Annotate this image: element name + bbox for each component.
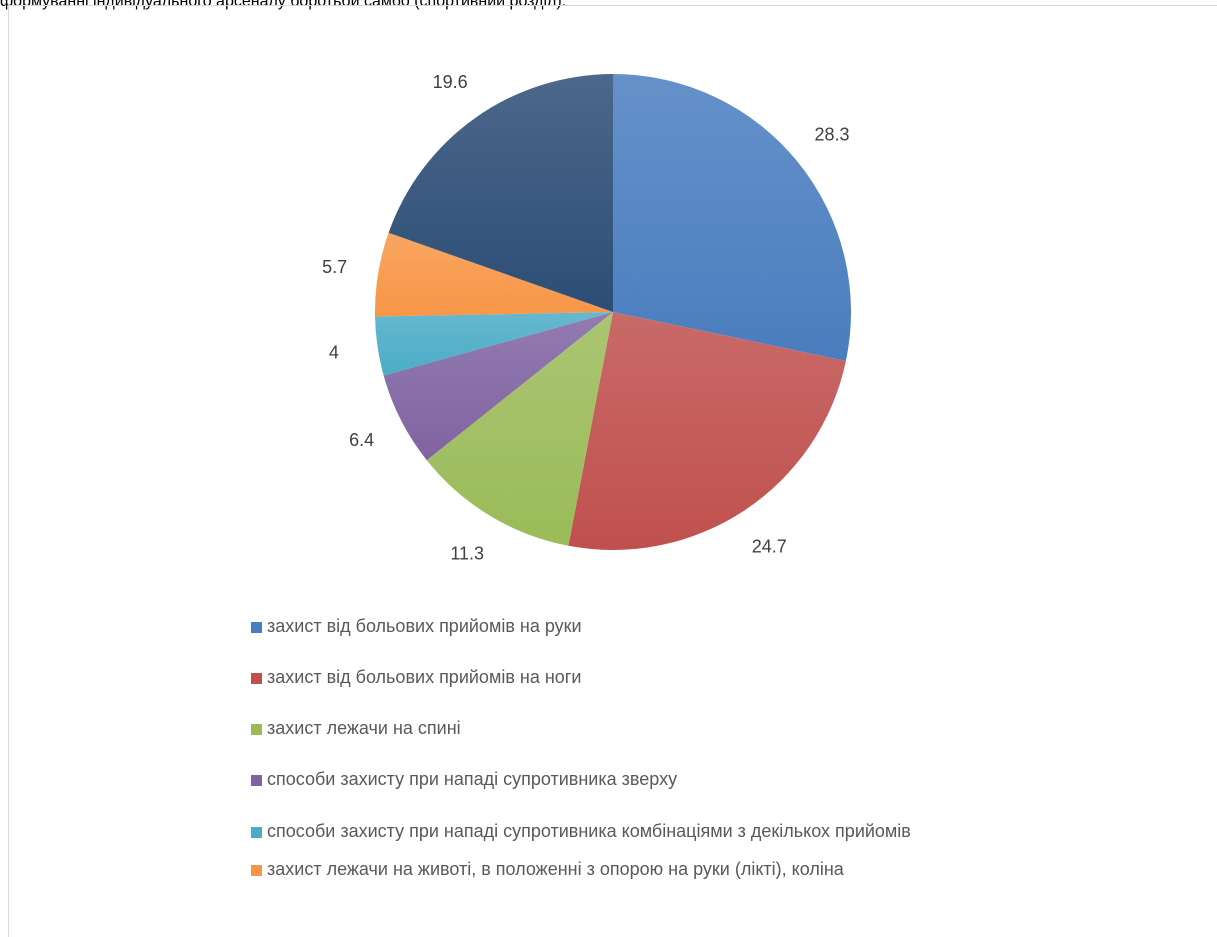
pie-slice-3 bbox=[426, 312, 613, 546]
legend-swatch bbox=[251, 622, 262, 633]
legend-swatch bbox=[251, 827, 262, 838]
legend-item: захист лежачи на спині bbox=[251, 714, 1011, 765]
legend-swatch bbox=[251, 673, 262, 684]
legend-label: захист від больових прийомів на ноги bbox=[267, 667, 582, 687]
legend-label: захист від больових прийомів на руки bbox=[267, 616, 582, 636]
data-label-1: 28.3 bbox=[814, 124, 849, 144]
legend-label: захист лежачи на животі, в положенні з о… bbox=[267, 859, 844, 879]
legend-label: захист лежачи на спині bbox=[267, 718, 461, 738]
pie-slice-7 bbox=[388, 74, 613, 312]
pie-slice-2 bbox=[568, 312, 846, 550]
legend-label: способи захисту при нападі супротивника … bbox=[267, 769, 678, 789]
legend-swatch bbox=[251, 724, 262, 735]
legend-item: способи захисту при нападі супротивника … bbox=[251, 817, 1011, 855]
pie-slice-1 bbox=[613, 74, 851, 361]
pie-slice-4 bbox=[383, 312, 613, 461]
pie-slice-6 bbox=[374, 232, 613, 317]
chart-area bbox=[8, 5, 1217, 937]
legend-item: захист від больових прийомів на руки bbox=[251, 612, 1011, 663]
data-label-4: 6.4 bbox=[349, 430, 374, 450]
legend-item: захист від больових прийомів на ноги bbox=[251, 663, 1011, 714]
legend-swatch bbox=[251, 775, 262, 786]
chart-legend: захист від больових прийомів на руки захи… bbox=[251, 612, 1011, 895]
data-label-3: 11.3 bbox=[450, 543, 484, 563]
legend-item: захист лежачи на животі, в положенні з о… bbox=[251, 855, 1011, 895]
legend-item: способи захисту при нападі супротивника … bbox=[251, 765, 1011, 817]
pie-slice-5 bbox=[375, 312, 613, 376]
legend-swatch bbox=[251, 865, 262, 876]
data-label-2: 24.7 bbox=[752, 537, 787, 557]
data-label-7: 19.6 bbox=[433, 72, 468, 92]
data-label-6: 5.7 bbox=[322, 257, 347, 277]
data-label-5: 4 bbox=[329, 343, 339, 363]
legend-label: способи захисту при нападі супротивника … bbox=[267, 821, 911, 841]
